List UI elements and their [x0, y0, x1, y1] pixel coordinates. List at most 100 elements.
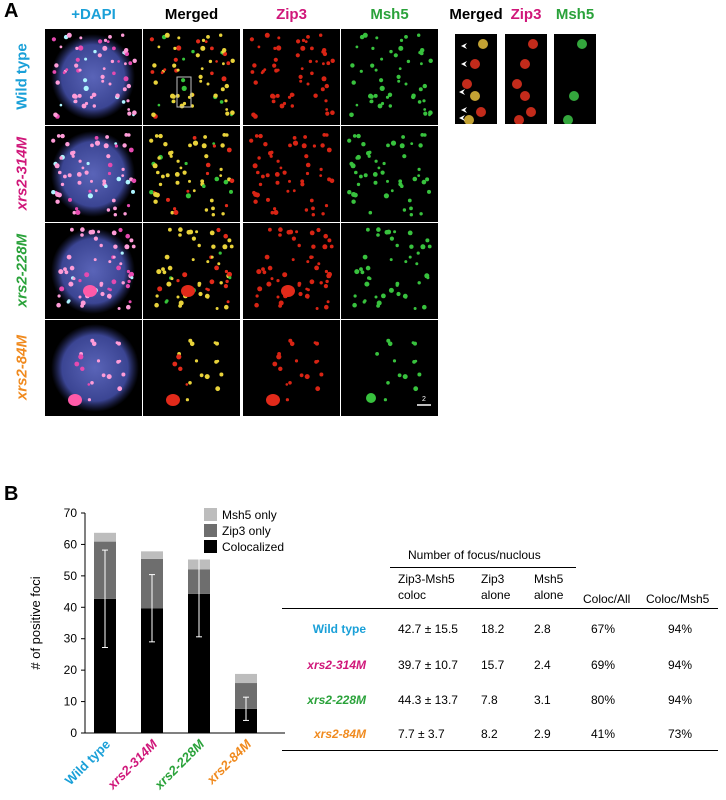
row-label-wild-type: Wild type — [13, 43, 31, 110]
inset-header-zip3: Zip3 — [510, 6, 542, 23]
table-cell: 41% — [591, 727, 616, 741]
arrowhead-icon — [459, 89, 465, 95]
table-header: Msh5 — [534, 572, 564, 586]
y-tick-label: 50 — [64, 569, 78, 583]
micrograph-xrs2-228m-dapi — [45, 223, 142, 319]
micrograph-wild-type-zip3 — [243, 29, 340, 125]
y-tick-label: 60 — [64, 537, 78, 551]
row-label-xrs2-314m: xrs2-314M — [13, 136, 31, 211]
row-label-xrs2-228m: xrs2-228M — [13, 233, 31, 308]
inset-msh5 — [554, 34, 596, 124]
y-tick-label: 0 — [70, 726, 77, 740]
bar-segment-msh5-only — [235, 673, 257, 684]
column-header-merged: Merged — [164, 6, 219, 23]
arrowhead-icon — [461, 43, 467, 49]
panel-a-letter: A — [4, 0, 19, 22]
legend-label: Zip3 only — [222, 524, 271, 538]
arrowhead-icon — [459, 115, 465, 121]
micrograph-wild-type-dapi — [45, 29, 142, 125]
table-header: Zip3 — [481, 572, 505, 586]
table-cell: 3.1 — [534, 693, 551, 707]
micrograph-wild-type-merged — [143, 29, 240, 125]
inset-header-merged: Merged — [449, 6, 503, 23]
table-cell: 39.7 ± 10.7 — [398, 658, 458, 672]
table-cell: 7.7 ± 3.7 — [398, 727, 445, 741]
table-header: coloc — [398, 588, 427, 602]
micrograph-xrs2-314m-zip3 — [243, 126, 340, 222]
inset-header-msh5: Msh5 — [555, 6, 595, 23]
bar-segment-zip3-only — [235, 683, 257, 709]
column-header-zip3: Zip3 — [276, 6, 307, 23]
table-header: Coloc/Msh5 — [646, 592, 710, 606]
inset-zip3 — [505, 34, 547, 124]
table-cell: 69% — [591, 658, 616, 672]
x-category-label: xrs2-84M — [203, 736, 255, 788]
arrowhead-icon — [461, 107, 467, 113]
y-tick-label: 30 — [64, 632, 78, 646]
table-cell: 94% — [668, 622, 693, 636]
micrograph-xrs2-228m-zip3 — [243, 223, 340, 319]
micrograph-xrs2-84m-zip3 — [243, 320, 340, 416]
column-header-dapi: +DAPI — [71, 6, 116, 23]
micrograph-xrs2-314m-merged — [143, 126, 240, 222]
y-tick-label: 10 — [64, 695, 78, 709]
micrograph-xrs2-84m-dapi — [45, 320, 142, 416]
x-category-label: xrs2-314M — [104, 736, 161, 793]
inset-merged — [455, 34, 497, 124]
micrograph-xrs2-314m-msh5 — [341, 126, 438, 222]
scale-bar-label: 2 — [422, 396, 426, 403]
table-cell: 73% — [668, 727, 693, 741]
legend-label: Msh5 only — [222, 508, 277, 522]
bar-segment-colocalized — [141, 608, 163, 733]
table-cell: 18.2 — [481, 622, 505, 636]
header-rule — [282, 608, 718, 609]
x-category-label: xrs2-228M — [151, 736, 208, 793]
arrowhead-icon — [461, 61, 467, 67]
table-cell: 7.8 — [481, 693, 498, 707]
table-header: Coloc/All — [583, 592, 631, 606]
legend-swatch — [204, 540, 217, 553]
panel-b-letter: B — [4, 483, 19, 505]
table-bottom-rule — [282, 750, 718, 751]
table-group-header: Number of focus/nuclous — [408, 548, 541, 562]
y-axis-label: # of positive foci — [28, 576, 43, 669]
table-cell: 94% — [668, 693, 693, 707]
table-header: alone — [534, 588, 564, 602]
table-header: Zip3-Msh5 — [398, 572, 455, 586]
micrograph-xrs2-228m-msh5 — [341, 223, 438, 319]
micrograph-wild-type-msh5 — [341, 29, 438, 125]
bar-segment-colocalized — [94, 598, 116, 733]
table-row-name: xrs2-228M — [307, 693, 366, 707]
table-cell: 44.3 ± 13.7 — [398, 693, 458, 707]
table-cell: 42.7 ± 15.5 — [398, 622, 458, 636]
micrograph-xrs2-314m-dapi — [45, 126, 142, 222]
table-cell: 94% — [668, 658, 693, 672]
table-cell: 67% — [591, 622, 616, 636]
table-row-name: xrs2-84M — [313, 727, 366, 741]
micrograph-xrs2-228m-merged — [143, 223, 240, 319]
micrograph-xrs2-84m-merged — [143, 320, 240, 416]
table-cell: 8.2 — [481, 727, 498, 741]
table-cell: 2.8 — [534, 622, 551, 636]
table-row-name: xrs2-314M — [307, 658, 366, 672]
bar-segment-msh5-only — [94, 532, 116, 542]
y-tick-label: 70 — [64, 506, 78, 520]
table-header: alone — [481, 588, 511, 602]
y-tick-label: 20 — [64, 663, 78, 677]
table-row-name: Wild type — [312, 622, 366, 636]
table-cell: 2.9 — [534, 727, 551, 741]
y-tick-label: 40 — [64, 600, 78, 614]
legend-swatch — [204, 524, 217, 537]
group-header-rule — [390, 567, 576, 568]
row-label-xrs2-84m: xrs2-84M — [13, 334, 31, 401]
legend-swatch — [204, 508, 217, 521]
table-cell: 15.7 — [481, 658, 505, 672]
bar-segment-msh5-only — [141, 551, 163, 559]
column-header-msh5: Msh5 — [370, 6, 409, 23]
legend-label: Colocalized — [222, 540, 284, 554]
table-cell: 80% — [591, 693, 616, 707]
micrograph-xrs2-84m-msh5: 2 — [341, 320, 438, 416]
table-cell: 2.4 — [534, 658, 551, 672]
bar-segment-colocalized — [188, 593, 210, 733]
